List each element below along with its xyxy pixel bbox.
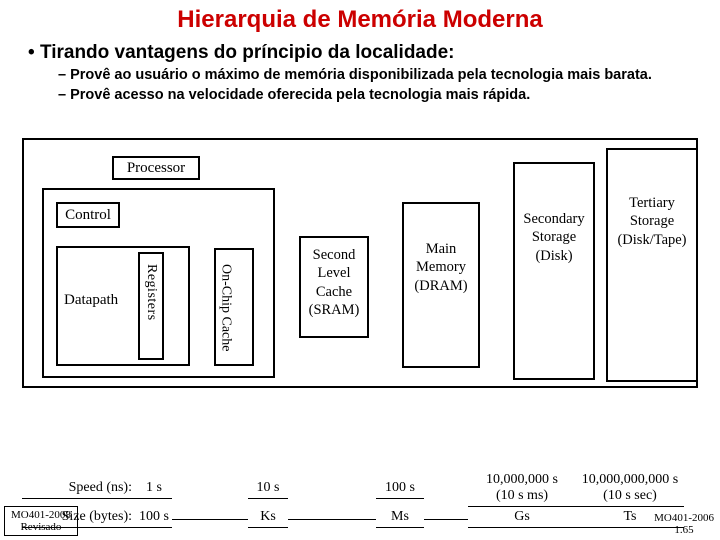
size-slc: Ks [248,507,288,528]
gap [288,515,376,520]
second-level-cache-box: Second Level Cache (SRAM) [299,236,369,338]
gap [172,487,248,491]
main-bullet: • Tirando vantagens do príncipio da loca… [24,42,696,64]
speed-row: Speed (ns): 1 s 10 s 100 s 10,000,000 s … [22,470,702,507]
speed-ter: 10,000,000,000 s (10 s sec) [576,470,684,507]
bullet-block: • Tirando vantagens do príncipio da loca… [0,34,720,104]
page-title: Hierarquia de Memória Moderna [0,0,720,34]
footer-left-b: Revisado [20,521,61,533]
speed-slc: 10 s [248,478,288,499]
processor-label: Processor [112,156,200,180]
footer-right-b: 1.65 [674,524,693,536]
secondary-storage-box: Secondary Storage (Disk) [513,162,595,380]
gap [424,515,468,520]
gap [288,487,376,491]
onchip-cache-box: On-Chip Cache [214,248,254,366]
datapath-box: Datapath [56,246,190,366]
speed-reg: 1 s [136,478,172,499]
control-box: Control [56,202,120,228]
main-bullet-text: Tirando vantagens do príncipio da locali… [40,42,455,63]
sub-bullet-2-text: Provê acesso na velocidade oferecida pel… [70,87,530,103]
sub-bullet-1: – Provê ao usuário o máximo de memória d… [24,66,696,84]
metrics-table: Speed (ns): 1 s 10 s 100 s 10,000,000 s … [22,470,702,528]
size-row: Size (bytes): 100 s Ks Ms Gs Ts [22,507,702,528]
size-reg: 100 s [136,507,172,528]
tertiary-storage-box: Tertiary Storage (Disk/Tape) [606,148,698,382]
gap [172,515,248,520]
size-sec: Gs [468,507,576,528]
gap [424,487,468,491]
size-main: Ms [376,507,424,528]
registers-label: Registers [143,264,159,321]
footer-right: MO401-2006 1.65 [654,512,714,536]
footer-left: MO401-2008 Revisado [4,506,78,536]
memory-hierarchy-diagram: Processor Control Datapath Registers On-… [22,118,698,388]
sub-bullet-1-text: Provê ao usuário o máximo de memória dis… [70,67,652,83]
speed-sec: 10,000,000 s (10 s ms) [468,470,576,507]
onchip-cache-label: On-Chip Cache [218,264,233,351]
sub-bullet-2: – Provê acesso na velocidade oferecida p… [24,86,696,104]
footer-left-a: MO401-2008 [11,509,71,521]
speed-main: 100 s [376,478,424,499]
datapath-label: Datapath [64,292,118,309]
speed-label: Speed (ns): [22,478,136,499]
registers-box: Registers [138,252,164,360]
main-memory-box: Main Memory (DRAM) [402,202,480,368]
footer-right-a: MO401-2006 [654,512,714,524]
